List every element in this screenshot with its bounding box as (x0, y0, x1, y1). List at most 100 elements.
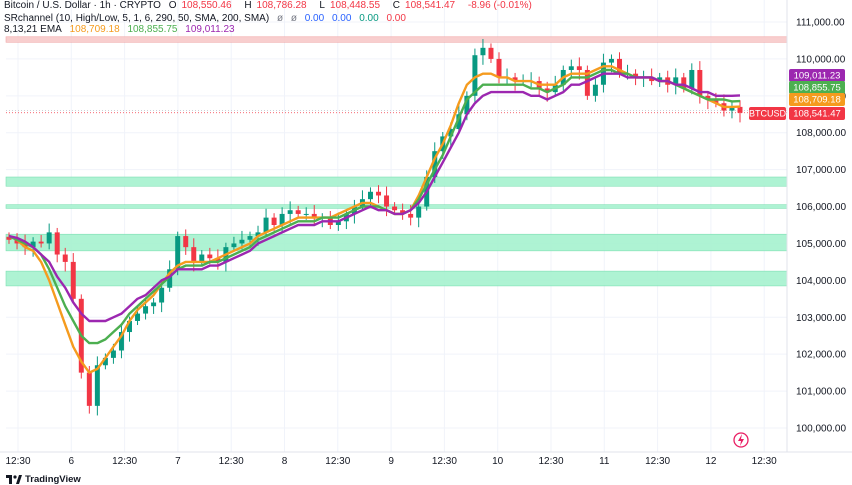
ema21-price-tag (789, 69, 845, 82)
candle-body (255, 232, 261, 237)
candle-body (400, 210, 406, 214)
x-tick-label: 12:30 (645, 456, 670, 467)
candle-body (143, 306, 149, 314)
candle-body (191, 247, 197, 262)
time-axis: 12:30 6 12:30 7 12:30 8 12:30 9 12:30 10 12:30 11 12… (0, 451, 852, 467)
candle-body (183, 236, 189, 248)
x-tick-label: 12:30 (432, 456, 457, 467)
candle-body (713, 99, 719, 104)
ema13-price-label: 108,855.75 (793, 83, 841, 94)
candle-body (175, 236, 181, 270)
sr-value: 0.00 (331, 13, 352, 24)
ohlc-high: H 108,786.28 (244, 0, 307, 11)
candle-body (512, 77, 518, 82)
candle-body (110, 350, 116, 358)
x-tick-label: 12:30 (219, 456, 244, 467)
close-price-label: 108,541.47 (793, 109, 841, 120)
candle-body (62, 254, 68, 262)
candle-body (335, 221, 341, 225)
candle-body (159, 287, 165, 303)
srchannel-legend[interactable]: SRchannel (10, High/Low, 5, 1, 6, 290, 5… (4, 13, 411, 24)
y-tick-label: 110,000.00 (796, 54, 846, 65)
candle-body (135, 313, 141, 321)
ohlc-open: O 108,550.46 (168, 0, 232, 11)
ema21-line (8, 72, 741, 323)
x-tick-label: 12 (705, 456, 717, 467)
candle-body (729, 106, 735, 111)
candle-body (86, 372, 92, 406)
candle-body (199, 254, 205, 262)
candle-body (568, 66, 574, 70)
x-tick-label: 10 (492, 456, 504, 467)
candle-body (657, 77, 663, 82)
candle-body (737, 106, 743, 113)
candle-body (432, 151, 438, 178)
y-tick-label: 103,000.00 (796, 313, 846, 324)
candle-body (231, 243, 237, 248)
candle-body (151, 302, 157, 307)
candle-body (215, 258, 221, 262)
y-tick-label: 107,000.00 (796, 165, 846, 176)
support-zone (5, 176, 788, 187)
eye-off-icon[interactable]: ø (290, 13, 297, 24)
tradingview-branding[interactable]: TradingView (6, 474, 81, 485)
ema8-value: 108,709.18 (69, 24, 120, 35)
eye-off-icon[interactable]: ø (276, 13, 284, 24)
symbol-title: Bitcoin / U.S. Dollar · 1h · CRYPTO (4, 0, 161, 11)
candle-body (681, 77, 687, 89)
x-tick-label: 12:30 (752, 456, 777, 467)
ema21-value: 109,011.23 (185, 24, 235, 35)
ema13-price-tag (789, 81, 845, 94)
y-tick-label: 108,000.00 (796, 128, 846, 139)
candle-body (38, 241, 44, 244)
chart-grid (6, 0, 787, 452)
ohlc-close: C 108,541.47 (392, 0, 456, 11)
candle-body (649, 77, 655, 82)
x-tick-label: 8 (282, 456, 288, 467)
ema13-value: 108,855.75 (127, 24, 178, 35)
candle-body (271, 217, 277, 225)
price-chart[interactable]: 111,000.00110,000.00109,000.00108,000.00… (0, 0, 852, 470)
candle-body (697, 69, 703, 96)
x-tick-label: 12:30 (325, 456, 350, 467)
srchannel-title: SRchannel (10, High/Low, 5, 1, 6, 290, 5… (4, 13, 270, 24)
sr-value: 0.00 (386, 13, 406, 24)
candle-body (287, 210, 293, 214)
lightning-icon-ring (733, 432, 749, 448)
candle-body (576, 66, 582, 70)
candle-body (70, 261, 76, 299)
candle-body (376, 191, 382, 196)
x-tick-label: 12:30 (112, 456, 137, 467)
candle-body (689, 69, 695, 89)
sr-value: 0.00 (359, 13, 379, 24)
symbol-legend: Bitcoin / U.S. Dollar · 1h · CRYPTO O 108… (4, 0, 537, 11)
x-tick-label: 11 (599, 456, 610, 467)
lightning-icon[interactable] (733, 432, 749, 448)
y-tick-label: 105,000.00 (796, 239, 846, 250)
support-zone (5, 233, 788, 252)
candle-body (94, 365, 100, 406)
candle-body (608, 58, 614, 63)
sr-value: 0.00 (304, 13, 325, 24)
x-tick-label: 12:30 (5, 456, 30, 467)
candle-body (456, 114, 462, 130)
resistance-zone (5, 36, 788, 43)
candle-body (464, 95, 470, 115)
candle-body (30, 241, 36, 248)
symbol-tag-label: BTCUSD (749, 109, 787, 119)
ema8-line (8, 65, 741, 374)
ohlc-low: L 108,448.55 (319, 0, 381, 11)
candle-body (167, 269, 173, 288)
ema-title: 8,13,21 EMA (4, 24, 62, 35)
x-tick-label: 7 (175, 456, 181, 467)
candle-body (263, 217, 269, 233)
ema8-price-label: 108,709.18 (793, 95, 841, 106)
y-tick-label: 111,000.00 (796, 18, 845, 29)
x-tick-label: 6 (69, 456, 75, 467)
ema-legend[interactable]: 8,13,21 EMA 108,709.18 108,855.75 109,01… (4, 24, 240, 35)
candle-body (496, 58, 502, 78)
candle-body (279, 213, 285, 225)
candle-body (592, 84, 598, 96)
candle-body (544, 88, 550, 93)
